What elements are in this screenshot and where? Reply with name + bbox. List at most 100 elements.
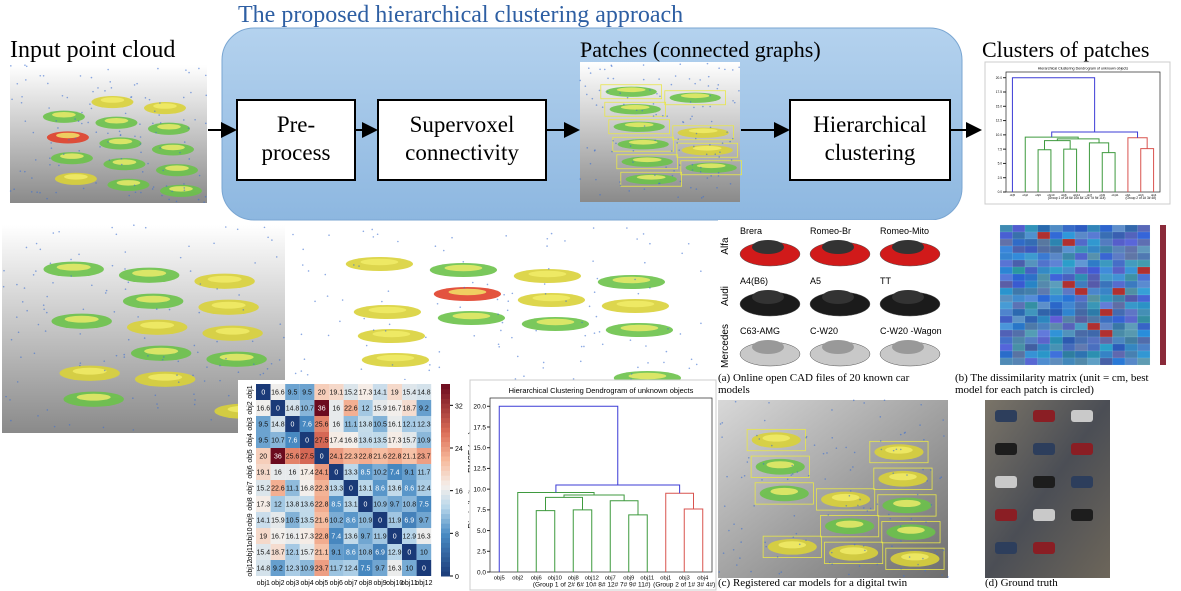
matrix-thumb-cell <box>1087 301 1101 310</box>
ground-points <box>723 505 726 507</box>
cell-value: 12.9 <box>388 550 402 557</box>
ground-points <box>679 63 682 66</box>
ground-points <box>127 281 130 284</box>
colorbar-segment <box>441 460 450 467</box>
ground-points <box>155 308 158 310</box>
ground-points <box>516 355 519 358</box>
ground-points <box>130 96 133 98</box>
matrix-thumb-cell <box>1112 231 1126 240</box>
ground-points <box>171 190 173 193</box>
heatmap-cell <box>387 464 402 480</box>
ground-points <box>546 245 548 247</box>
matrix-thumb-cell <box>1074 238 1088 247</box>
matrix-thumb-cell <box>1037 357 1051 366</box>
colorbar-segment <box>441 518 450 524</box>
car-points <box>169 186 193 192</box>
ground-points <box>25 246 28 249</box>
heatmap-cell <box>329 464 344 480</box>
matrix-thumb-cell <box>1012 343 1026 352</box>
heatmap-cell <box>285 416 300 432</box>
heatmap-cell <box>285 448 300 464</box>
ground-points <box>190 91 192 94</box>
cell-value: 7.6 <box>288 438 298 445</box>
heatmap-cell <box>416 464 432 480</box>
heatmap-cell <box>314 416 329 432</box>
ground-points <box>721 436 723 438</box>
colorbar-segment <box>441 489 450 495</box>
ground-points <box>930 504 933 506</box>
car-roof <box>752 340 784 354</box>
car-points <box>368 306 407 314</box>
ground-points <box>792 536 795 539</box>
car-points <box>207 275 242 283</box>
leaf-label: obj6 <box>531 576 542 582</box>
cell-value: 12.3 <box>417 422 431 429</box>
step-label: Hierarchical <box>813 112 927 137</box>
cell-value: 11.1 <box>286 486 299 493</box>
ground-points <box>681 252 683 255</box>
ground-points <box>579 360 582 363</box>
cell-value: 16.8 <box>300 486 314 493</box>
ground-points <box>107 132 109 135</box>
ground-points <box>691 169 694 171</box>
cell-value: 9.7 <box>390 502 400 509</box>
patch-box <box>885 547 945 570</box>
car-points <box>219 353 254 361</box>
ground-points <box>46 409 49 411</box>
cell-value: 17.3 <box>388 438 402 445</box>
colorbar-segment <box>441 456 450 462</box>
colorbar-segment <box>441 537 450 543</box>
ground-points <box>161 194 163 197</box>
dendrogram-link <box>563 494 625 501</box>
car-points <box>692 145 722 151</box>
cell-value: 13.5 <box>300 518 314 525</box>
parked-car <box>995 509 1017 521</box>
ground-points <box>765 545 767 548</box>
cell-value: 36 <box>318 406 326 413</box>
ground-points <box>213 242 215 245</box>
row-label: obj7 <box>247 481 254 494</box>
colorbar-segment <box>441 475 450 481</box>
ground-points <box>848 494 851 497</box>
ground-points <box>922 557 924 560</box>
heatmap-cell <box>270 496 286 512</box>
ground-points <box>579 178 582 180</box>
ground-points <box>74 118 76 120</box>
ground-points <box>198 67 200 70</box>
y-tick-label: 10.0 <box>996 133 1002 137</box>
cell-value: 13.6 <box>388 486 402 493</box>
matrix-thumb-cell <box>1074 322 1088 331</box>
matrix-thumb-cell <box>1024 252 1038 261</box>
model-label: C-W20 <box>810 326 838 336</box>
ground-points <box>199 283 202 285</box>
matrix-thumb-cell <box>999 336 1013 345</box>
matrix-thumb-cell <box>1112 245 1126 254</box>
matrix-thumb-cell <box>1049 308 1063 317</box>
ground-points <box>292 233 294 236</box>
ground-points <box>501 321 504 324</box>
cell-value: 22.8 <box>315 534 329 541</box>
ground-points <box>623 103 625 106</box>
heatmap-cell <box>256 384 271 400</box>
cell-value: 16 <box>289 470 297 477</box>
matrix-thumb-cell <box>1062 273 1076 282</box>
ground-points <box>632 161 634 163</box>
matrix-thumb-cell <box>1074 294 1088 303</box>
ground-points <box>13 188 15 191</box>
ground-points <box>947 576 949 578</box>
matrix-thumb-cell <box>1074 315 1088 324</box>
ground-points <box>793 514 796 517</box>
ground-points <box>705 153 708 156</box>
cell-value: 12 <box>362 406 370 413</box>
ground-points <box>716 87 719 90</box>
ground-points <box>113 311 116 313</box>
ground-points <box>891 545 893 547</box>
heatmap-cell <box>416 384 432 400</box>
dendrogram-axes <box>489 397 713 573</box>
cell-value: 14.8 <box>256 566 270 573</box>
cell-value: 16 <box>332 406 340 413</box>
y-tick-label: 15.0 <box>473 445 486 452</box>
matrix-thumb-cell <box>1087 308 1101 317</box>
ground-points <box>182 119 185 121</box>
